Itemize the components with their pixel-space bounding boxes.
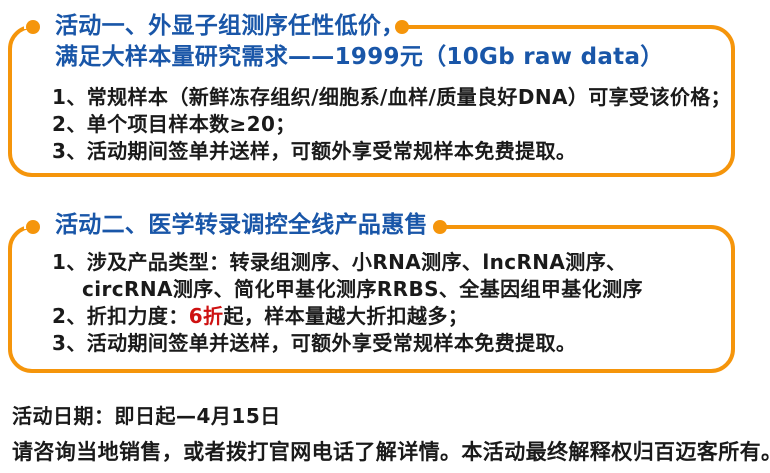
promo2-title: 活动二、医学转录调控全线产品惠售 [55, 210, 428, 241]
promo2-item-2: 2、折扣力度：6折起，样本量越大折扣越多； [52, 303, 643, 330]
promo1-title-line2: 满足大样本量研究需求——1999元（10Gb raw data） [55, 44, 664, 70]
promo1-item-1: 1、常规样本（新鲜冻存组织/细胞系/血样/质量良好DNA）可享受该价格； [52, 85, 732, 109]
promo2-discount-prefix: 2、折扣力度： [52, 304, 189, 328]
promo2-item-3: 3、活动期间签单并送样，可额外享受常规样本免费提取。 [52, 331, 577, 355]
promo1-title: 活动一、外显子组测序任性低价， 满足大样本量研究需求——1999元（10Gb r… [55, 11, 664, 73]
promo2-discount-suffix: 起，样本量越大折扣越多； [223, 304, 469, 328]
top-border-gap [24, 225, 446, 229]
promo-box-2: 活动二、医学转录调控全线产品惠售 1、涉及产品类型：转录组测序、小RNA测序、l… [8, 212, 735, 373]
accent-dot-icon [433, 220, 447, 234]
promo2-item-1: 1、涉及产品类型：转录组测序、小RNA测序、lncRNA测序、 [52, 250, 627, 274]
promo2-title-line: 活动二、医学转录调控全线产品惠售 [55, 212, 428, 238]
promo2-discount-highlight: 6折 [188, 304, 224, 328]
accent-dot-icon [395, 20, 409, 34]
promo1-title-line1: 活动一、外显子组测序任性低价， [55, 13, 405, 39]
top-border-gap [24, 25, 406, 29]
promo2-body: 1、涉及产品类型：转录组测序、小RNA测序、lncRNA测序、 circRNA测… [52, 249, 643, 357]
activity-date-line: 活动日期：即日起—4月15日 [12, 404, 281, 428]
promo1-body: 1、常规样本（新鲜冻存组织/细胞系/血样/质量良好DNA）可享受该价格； 2、单… [52, 84, 731, 165]
promo2-item-1-wrap: circRNA测序、简化甲基化测序RRBS、全基因组甲基化测序 [82, 277, 643, 301]
accent-dot-icon [26, 20, 40, 34]
promo1-item-2: 2、单个项目样本数≥20； [52, 112, 296, 136]
contact-disclaimer-line: 请咨询当地销售，或者拨打官网电话了解详情。本活动最终解释权归百迈客所有。 [12, 440, 770, 464]
promo1-item-3: 3、活动期间签单并送样，可额外享受常规样本免费提取。 [52, 139, 577, 163]
promo-box-1: 活动一、外显子组测序任性低价， 满足大样本量研究需求——1999元（10Gb r… [8, 13, 735, 177]
accent-dot-icon [26, 220, 40, 234]
